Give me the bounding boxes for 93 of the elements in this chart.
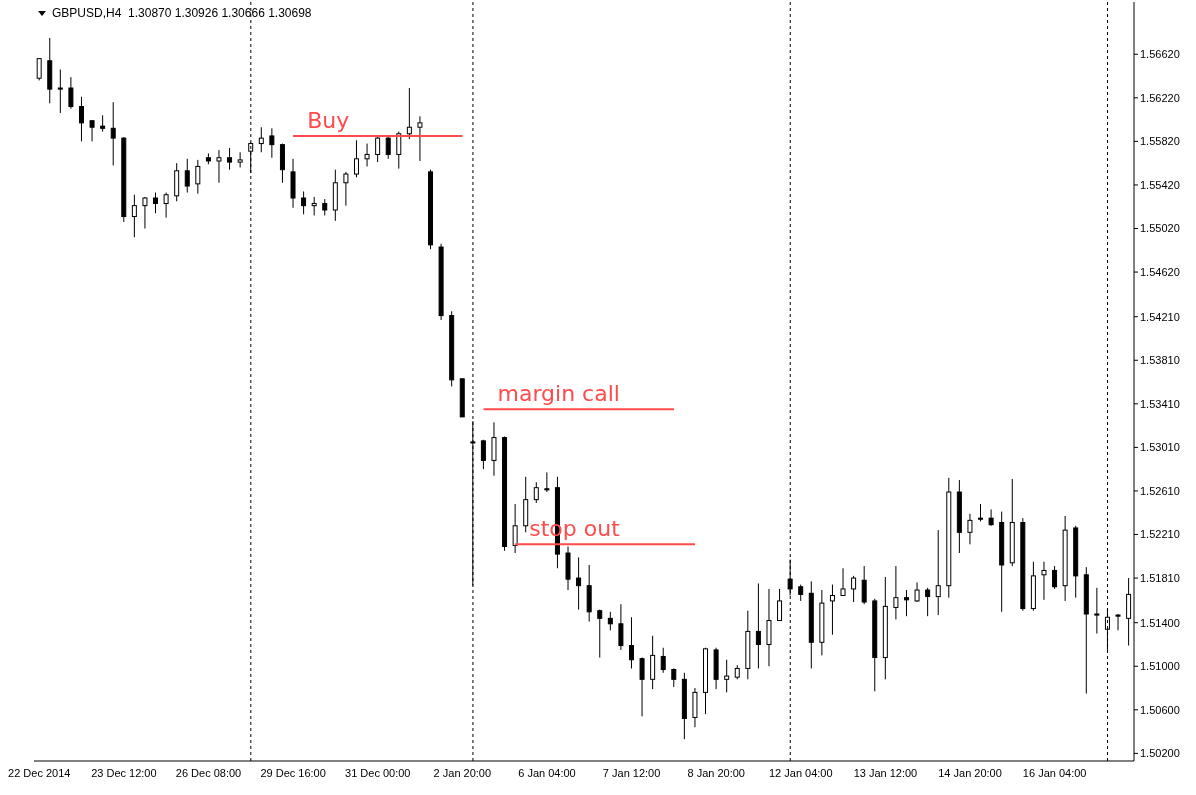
candlestick bbox=[639, 657, 645, 717]
candlestick bbox=[628, 616, 634, 669]
candlestick bbox=[57, 69, 63, 114]
candlestick bbox=[618, 603, 624, 651]
y-tick-label: 1.51000 bbox=[1140, 660, 1180, 673]
candlestick bbox=[903, 589, 909, 617]
chart-title: GBPUSD,H4 1.30870 1.30926 1.30666 1.30698 bbox=[52, 6, 312, 20]
x-tick-label: 12 Jan 04:00 bbox=[769, 766, 833, 779]
y-tick-label: 1.55020 bbox=[1140, 222, 1180, 235]
candlestick bbox=[1094, 587, 1100, 635]
candlestick bbox=[89, 120, 95, 142]
x-tick-label: 14 Jan 20:00 bbox=[938, 766, 1002, 779]
candlestick bbox=[353, 139, 359, 178]
y-tick-label: 1.53010 bbox=[1140, 441, 1180, 454]
candlestick bbox=[829, 584, 835, 636]
y-tick-label: 1.55820 bbox=[1140, 135, 1180, 148]
ref-line-label: margin call bbox=[497, 381, 620, 407]
y-tick-label: 1.56620 bbox=[1140, 48, 1180, 61]
candlestick bbox=[311, 196, 317, 216]
x-tick-label: 7 Jan 12:00 bbox=[602, 766, 661, 779]
y-tick-label: 1.52610 bbox=[1140, 484, 1180, 497]
candlestick bbox=[417, 115, 423, 162]
y-tick-label: 1.52210 bbox=[1140, 528, 1180, 541]
candlestick bbox=[406, 87, 412, 140]
candlestick bbox=[893, 565, 899, 620]
candlestick bbox=[110, 101, 116, 166]
candlestick bbox=[78, 96, 84, 142]
ref-line-label: Buy bbox=[307, 107, 350, 133]
candlestick bbox=[1115, 613, 1121, 631]
candlestick bbox=[36, 58, 42, 81]
x-tick-label: 31 Dec 00:00 bbox=[345, 766, 411, 779]
candlestick bbox=[988, 508, 994, 527]
candlestick bbox=[131, 194, 137, 238]
candlestick bbox=[301, 190, 307, 215]
candlestick bbox=[142, 196, 148, 229]
x-tick-label: 6 Jan 04:00 bbox=[518, 766, 576, 779]
y-tick-label: 1.54210 bbox=[1140, 310, 1180, 323]
candlestick bbox=[650, 635, 656, 690]
candlestick bbox=[1041, 561, 1047, 601]
candlestick bbox=[777, 588, 783, 622]
y-tick-label: 1.55420 bbox=[1140, 178, 1180, 191]
candlestick bbox=[258, 126, 264, 153]
y-tick-label: 1.51810 bbox=[1140, 571, 1180, 584]
candlestick bbox=[544, 471, 550, 493]
x-tick-label: 2 Jan 20:00 bbox=[433, 766, 492, 779]
candlestick bbox=[153, 192, 159, 214]
candlestick bbox=[660, 647, 666, 674]
candlestick bbox=[237, 151, 243, 169]
x-tick-label: 22 Dec 2014 bbox=[8, 766, 71, 779]
x-tick-label: 8 Jan 20:00 bbox=[687, 766, 745, 779]
y-tick-label: 1.53410 bbox=[1140, 397, 1180, 410]
y-tick-label: 1.54620 bbox=[1140, 265, 1180, 278]
candlestick bbox=[755, 583, 761, 669]
candlestick bbox=[576, 556, 582, 611]
x-tick-label: 16 Jan 04:00 bbox=[1022, 766, 1087, 779]
x-tick-label: 23 Dec 12:00 bbox=[91, 766, 157, 779]
x-tick-label: 29 Dec 16:00 bbox=[260, 766, 326, 779]
y-tick-label: 1.50600 bbox=[1140, 703, 1180, 716]
y-tick-label: 1.50200 bbox=[1140, 747, 1180, 760]
candlestick bbox=[163, 192, 169, 219]
candlestick bbox=[1052, 565, 1058, 590]
candlestick bbox=[1126, 577, 1132, 647]
y-tick-label: 1.56220 bbox=[1140, 91, 1180, 104]
candlestick bbox=[364, 143, 370, 167]
candlestick bbox=[607, 611, 613, 631]
x-tick-label: 26 Dec 08:00 bbox=[175, 766, 242, 779]
candlestick bbox=[925, 587, 931, 617]
candlestick bbox=[671, 667, 677, 688]
candlestick bbox=[840, 567, 846, 596]
candlestick bbox=[533, 481, 539, 504]
candlestick bbox=[935, 529, 941, 616]
candlestick bbox=[385, 136, 391, 160]
candlestick bbox=[766, 588, 772, 667]
candlestick bbox=[375, 135, 381, 163]
y-tick-label: 1.51400 bbox=[1140, 616, 1180, 629]
candlestick bbox=[68, 76, 74, 110]
candlestick bbox=[227, 147, 233, 171]
candlestick bbox=[195, 159, 201, 195]
candlestick bbox=[269, 127, 275, 159]
candlestick bbox=[851, 575, 857, 603]
candlestick bbox=[491, 421, 497, 477]
candlestick bbox=[216, 149, 222, 184]
candlestick bbox=[480, 439, 486, 470]
candlestick bbox=[512, 503, 518, 554]
y-tick-label: 1.53810 bbox=[1140, 354, 1180, 367]
candlestick bbox=[724, 659, 730, 693]
candlestick bbox=[396, 131, 402, 170]
candlestick bbox=[343, 171, 349, 207]
x-tick-label: 13 Jan 12:00 bbox=[853, 766, 918, 779]
candlestick bbox=[861, 565, 867, 605]
candlestick bbox=[184, 158, 190, 194]
candlestick bbox=[597, 609, 603, 659]
candlestick bbox=[967, 513, 973, 545]
